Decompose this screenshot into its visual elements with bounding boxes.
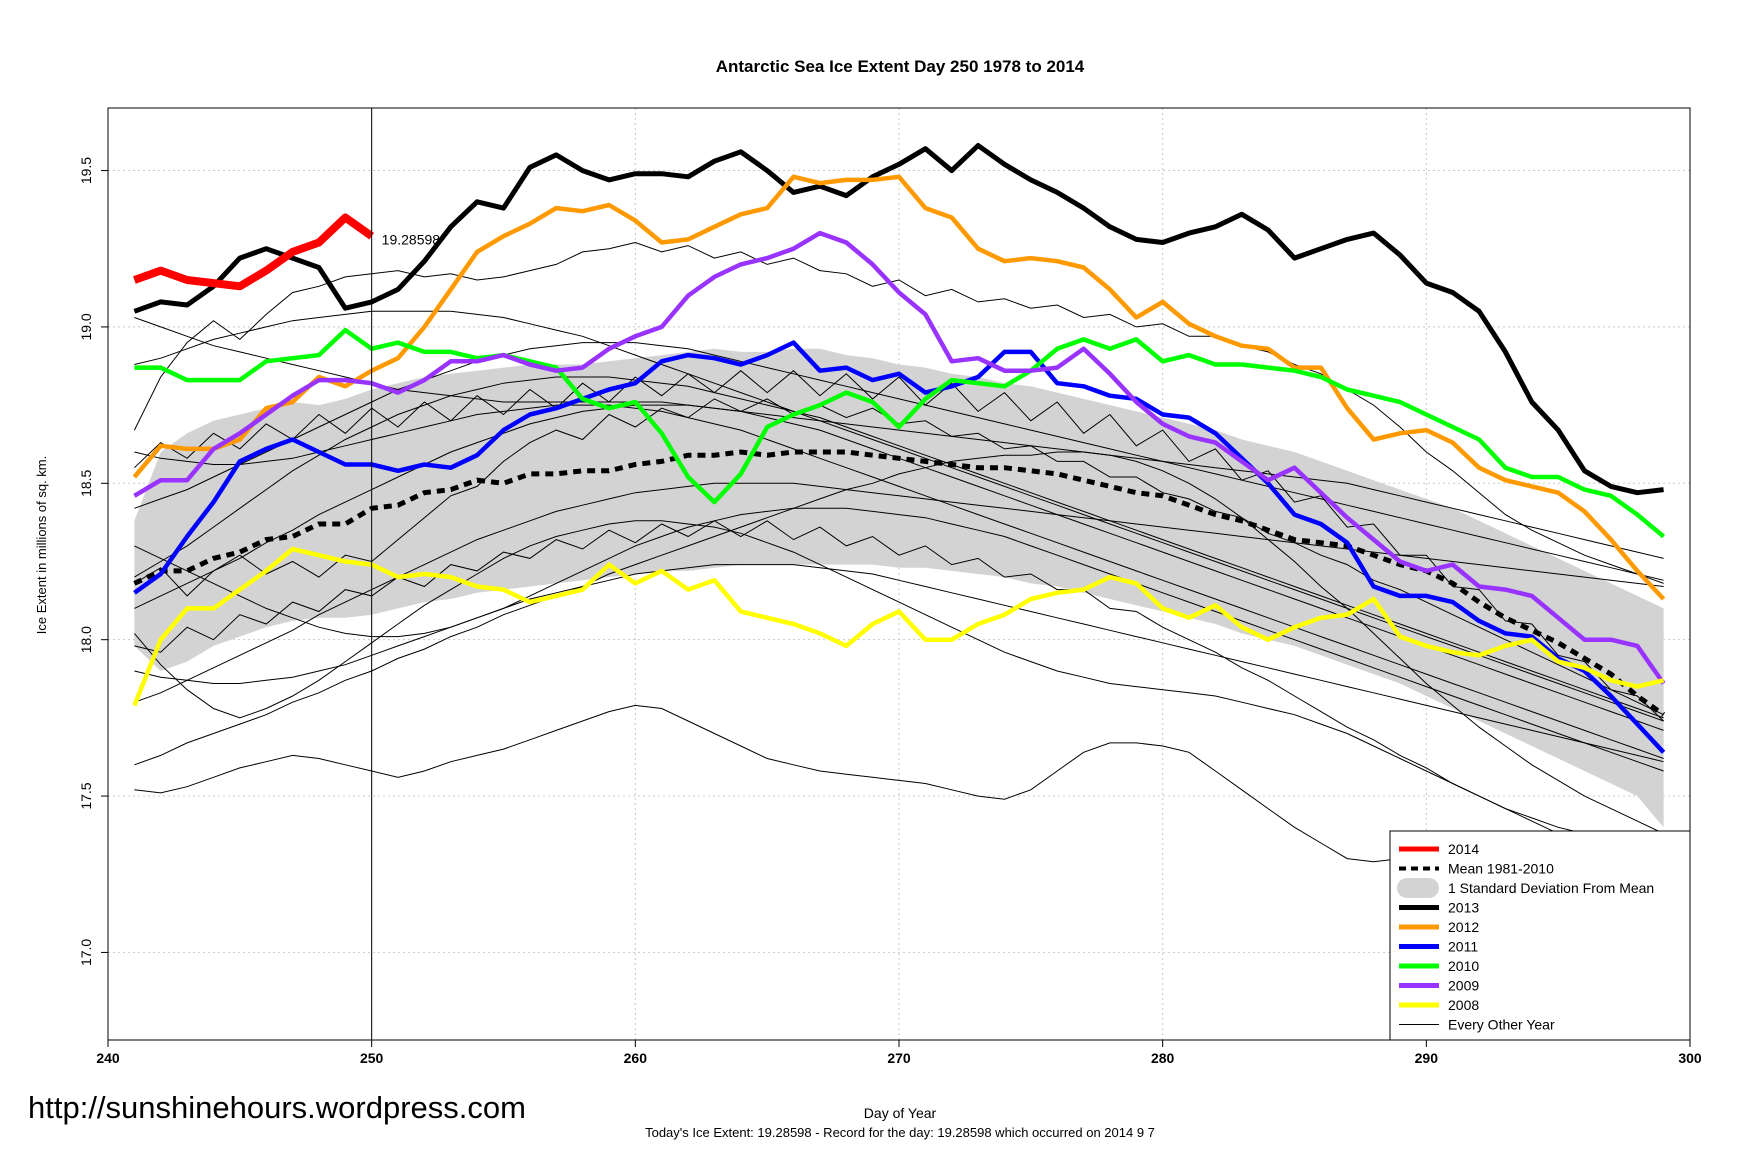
thin-year-line: [134, 370, 1664, 722]
thin-year-line: [134, 507, 1664, 772]
legend-label: 1 Standard Deviation From Mean: [1448, 880, 1654, 896]
series-2010-line: [134, 327, 1666, 539]
thin-year-line: [134, 520, 1664, 850]
thin-year-line: [134, 520, 1664, 878]
thin-year-line: [134, 451, 1664, 835]
thin-year-line: [133, 241, 1664, 584]
legend-swatch-band: [1397, 878, 1439, 898]
legend-label: 2011: [1448, 939, 1478, 955]
legend-label: Every Other Year: [1448, 1017, 1555, 1033]
legend-label: 2009: [1448, 978, 1479, 994]
x-axis: 240 250 260 270 280 290 300: [96, 1040, 1702, 1066]
thin-year-line: [134, 404, 1664, 759]
legend: 2014 Mean 1981-2010 1 Standard Deviation F…: [1389, 830, 1691, 1041]
y-axis-label: Ice Extent in millions of sq. km.: [34, 456, 49, 634]
thin-year-line: [134, 342, 1664, 581]
highlight-series: [132, 143, 1666, 754]
thin-year-line: [134, 310, 1664, 722]
x-tick-label: 250: [360, 1050, 384, 1066]
mean-line: [133, 449, 1666, 717]
std-dev-band: [134, 348, 1664, 828]
legend-label: 2010: [1448, 958, 1479, 974]
x-tick-label: 280: [1151, 1050, 1175, 1066]
x-tick-label: 260: [624, 1050, 648, 1066]
legend-label: 2012: [1448, 919, 1479, 935]
thin-year-line: [134, 482, 1664, 703]
chart-title: Antarctic Sea Ice Extent Day 250 1978 to…: [716, 57, 1085, 76]
series-2013-line: [133, 143, 1664, 496]
footer-record-text: Today's Ice Extent: 19.28598 - Record fo…: [645, 1125, 1155, 1140]
series-2014-line: [133, 213, 375, 291]
legend-label: 2014: [1448, 841, 1479, 857]
x-tick-label: 240: [96, 1050, 120, 1066]
legend-label: Mean 1981-2010: [1448, 861, 1554, 877]
y-tick-label: 17.0: [78, 939, 94, 966]
y-tick-label: 18.5: [78, 469, 94, 496]
legend-label: 2013: [1448, 900, 1479, 916]
website-url: http://sunshinehours.wordpress.com: [28, 1090, 526, 1125]
current-value-annotation: 19.28598: [382, 231, 441, 247]
series-2008-line: [132, 546, 1665, 707]
y-tick-label: 19.0: [78, 313, 94, 340]
thin-year-line: [134, 376, 1664, 719]
x-tick-label: 290: [1415, 1050, 1439, 1066]
legend-label: 2008: [1448, 997, 1479, 1013]
x-tick-label: 300: [1678, 1050, 1702, 1066]
series-2009-line: [133, 230, 1666, 685]
thin-year-line: [134, 564, 1664, 763]
y-tick-label: 17.5: [78, 782, 94, 809]
y-axis: 17.0 17.5 18.0 18.5 19.0 19.5: [78, 157, 108, 966]
y-tick-label: 18.0: [78, 626, 94, 653]
mean-line-group: [133, 449, 1666, 717]
y-tick-label: 19.5: [78, 157, 94, 184]
series-2012-line: [132, 174, 1666, 601]
x-axis-label: Day of Year: [864, 1105, 937, 1121]
series-2011-line: [133, 340, 1666, 754]
legend-box: [1389, 830, 1691, 1041]
x-tick-label: 270: [887, 1050, 911, 1066]
std-dev-band-area: [134, 348, 1664, 828]
